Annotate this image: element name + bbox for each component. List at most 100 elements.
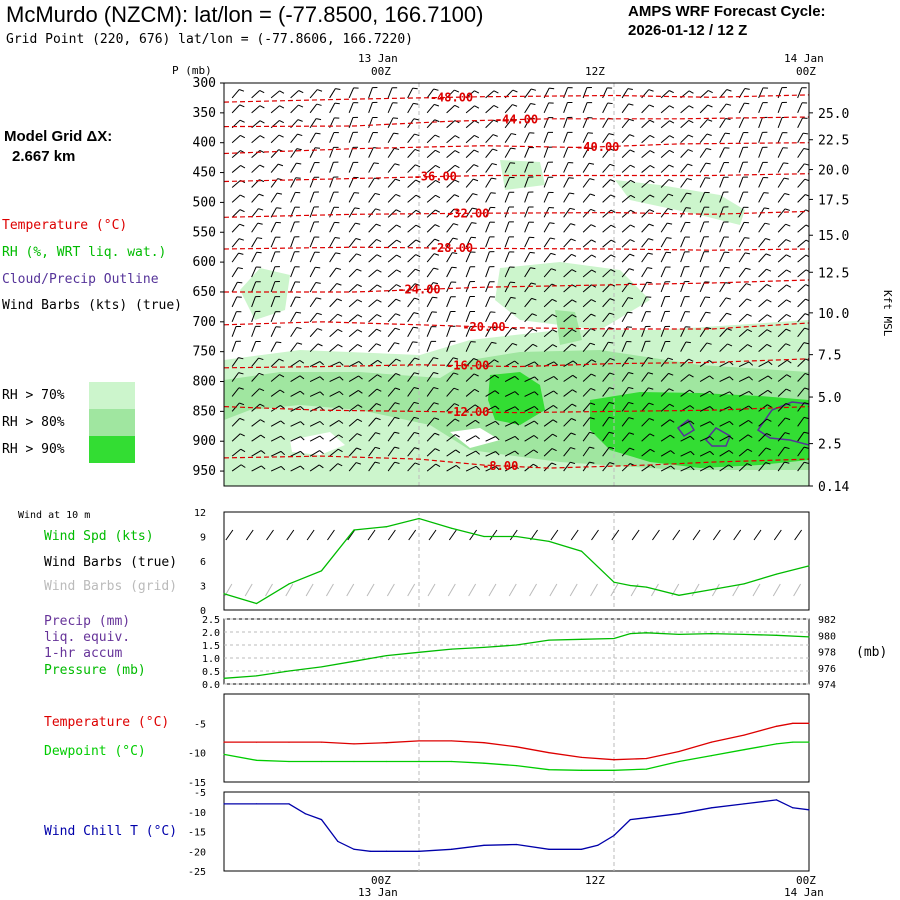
wind-barb [231, 433, 241, 442]
wind-barb-flag [589, 446, 595, 449]
wind-barb [524, 147, 530, 158]
wind-barb [758, 253, 767, 263]
wind-barb-flag [319, 361, 324, 366]
temperature-line-point [613, 759, 615, 761]
wind-barb [797, 313, 806, 323]
legend-rh90-label: RH > 90% [2, 442, 65, 457]
wind-barb [504, 435, 516, 442]
wind-barb [309, 391, 321, 397]
wind-barb [407, 103, 414, 114]
temperature-line-point [580, 756, 583, 758]
wind-barb [251, 252, 258, 263]
wind-barb-flag [376, 343, 382, 347]
windchill-line-point [353, 848, 355, 850]
wind-barb [290, 133, 298, 144]
wind-barb-flag [786, 299, 792, 303]
wind-barb [368, 83, 370, 84]
wind-barb [543, 404, 554, 412]
wind-barb [329, 162, 334, 173]
wind-barb [504, 133, 512, 143]
wind-barb-true [225, 529, 234, 541]
temperature-contour-label: -36.00 [414, 170, 457, 184]
wind-barb [719, 147, 725, 158]
wind-barb-flag [338, 434, 344, 439]
wind-barb-flag [296, 148, 302, 151]
wind-barb [270, 163, 279, 173]
wind-barb [797, 298, 806, 308]
wind-barb [602, 209, 612, 218]
wind-barb-flag [670, 465, 675, 470]
pressure-tick-label: 400 [193, 136, 216, 151]
temperature-line-point [515, 746, 518, 748]
wind-barb [368, 314, 378, 323]
wind-barb [641, 135, 651, 144]
wind-barb [329, 132, 335, 143]
wind-barb [309, 221, 315, 233]
wind-barb [758, 447, 767, 457]
wind-barb-flag [239, 74, 244, 75]
wind-barb-flag [746, 463, 752, 467]
wind-barb-true [489, 529, 498, 541]
windchill-line [224, 799, 810, 852]
wind-barb [270, 450, 282, 457]
wind-barb-true [367, 529, 376, 541]
wind-barb-flag [414, 133, 420, 137]
wind-barb-flag [432, 282, 438, 285]
wind-barb-flag [688, 358, 694, 362]
wind-barb [309, 297, 317, 308]
wind-barb-flag [377, 359, 383, 364]
forecast-cycle-line1: AMPS WRF Forecast Cycle: [628, 3, 826, 20]
wind-barb-flag [709, 406, 715, 411]
wind-barb-flag [257, 237, 263, 239]
wind-barb [641, 464, 651, 472]
wind-barb-flag [414, 431, 420, 435]
wind-barb [270, 389, 281, 397]
wind-barb-flag [491, 163, 497, 166]
wind-barb [446, 326, 451, 337]
wind-barb [699, 375, 710, 382]
wind-barb [641, 311, 647, 323]
wind-barb [641, 194, 651, 203]
wind-barb-flag [670, 450, 675, 455]
wind-barb [660, 164, 670, 173]
wind-barb-flag [355, 237, 361, 241]
wind-speed-line-point [288, 583, 290, 585]
wind-barb-flag [726, 312, 732, 316]
wind-barb-flag [705, 311, 711, 314]
wind-barb-flag [729, 391, 734, 396]
wind-barb-flag [553, 376, 558, 381]
wind-barb [504, 104, 513, 114]
wind-barb [758, 102, 764, 114]
wind-barb [777, 432, 786, 442]
wind-barb [426, 88, 435, 99]
wind-barb [699, 148, 707, 158]
dewpoint-line [223, 741, 809, 771]
wind-barb-flag [375, 208, 381, 211]
wind-barb [719, 221, 724, 233]
wind-barb [582, 432, 590, 442]
wind-barb [543, 462, 552, 472]
wind-barb-flag [296, 327, 302, 330]
wind-barb-flag [510, 296, 516, 299]
wind-barb [426, 134, 436, 144]
wind-barb [797, 132, 804, 143]
wind-barb-flag [591, 269, 597, 273]
wind-barb [446, 120, 456, 129]
wind-barb-flag [513, 75, 518, 77]
wind-barb-flag [668, 179, 674, 182]
wind-barb-flag [669, 419, 675, 423]
wind-barb [738, 191, 744, 203]
wind-barb-flag [786, 269, 792, 273]
wind-barb [270, 149, 280, 158]
temperature-contour-label: -28.00 [430, 241, 473, 255]
wind-barb [660, 419, 671, 427]
wind-barb-flag [455, 434, 460, 438]
wind-barb [270, 105, 280, 114]
wind-barb [777, 102, 783, 114]
wind-barb [251, 222, 259, 233]
wind-barb [758, 375, 769, 382]
wind-barb-true [550, 529, 559, 541]
temperature-contour [224, 406, 809, 414]
wind-barb-flag [238, 238, 244, 241]
wind-barb [465, 465, 477, 472]
